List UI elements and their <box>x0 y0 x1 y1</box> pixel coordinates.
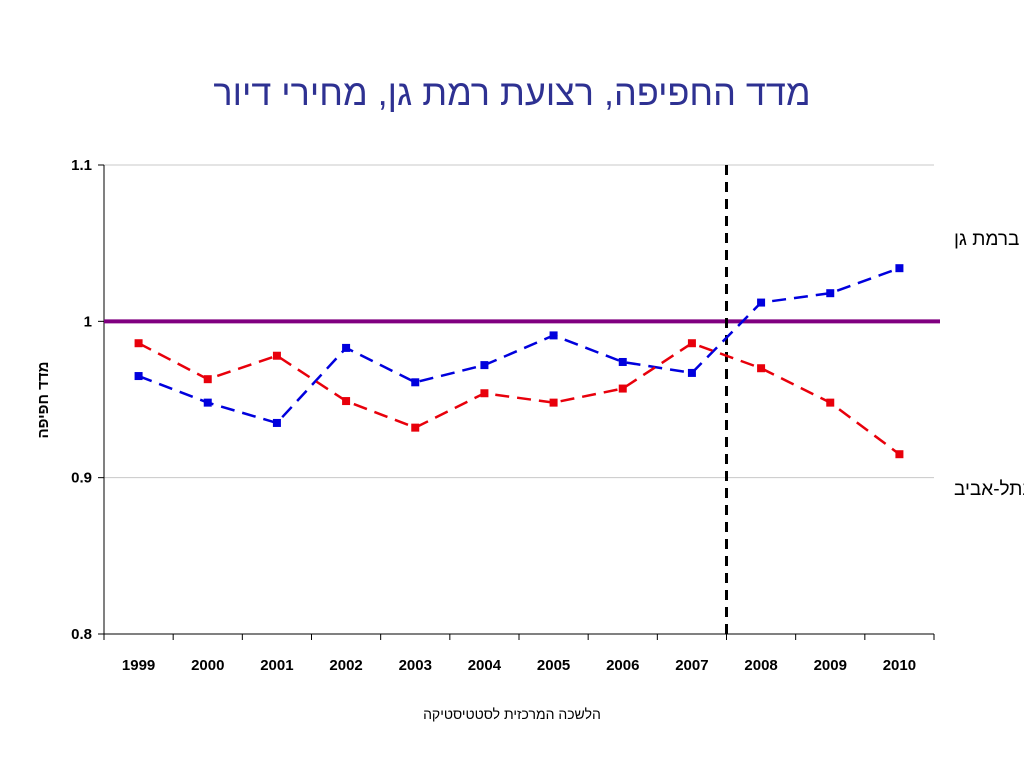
data-point <box>549 331 558 340</box>
x-tick-label: 2009 <box>814 657 847 674</box>
data-point <box>480 389 489 398</box>
y-tick-label: 1.1 <box>71 157 92 174</box>
data-point <box>272 418 281 427</box>
y-tick-label: 1 <box>84 313 92 330</box>
y-axis-ticks: 0.8 0.9 1 1.1 <box>71 157 104 643</box>
chart-title: מדד החפיפה, רצועת רמת גן, מחירי דיור <box>213 72 811 113</box>
data-point <box>895 450 904 459</box>
data-point <box>480 361 489 370</box>
x-tick-label: 2004 <box>468 657 502 674</box>
x-tick-label: 2001 <box>260 657 293 674</box>
y-tick-label: 0.9 <box>71 470 92 487</box>
series-line-0 <box>138 267 900 425</box>
data-point <box>826 398 835 407</box>
data-point <box>134 372 143 381</box>
x-tick-label: 1999 <box>122 657 155 674</box>
series-label-rg-in-tlv: רמת גן בתל-אביב <box>954 479 1024 500</box>
data-point <box>618 357 627 366</box>
y-tick-label: 0.8 <box>71 626 92 643</box>
data-point <box>411 378 420 387</box>
data-point <box>342 343 351 352</box>
x-tick-label: 2003 <box>399 657 432 674</box>
x-axis-ticks: 1999 2000 2001 2002 2003 2004 2005 2006 2007 2008… <box>103 634 935 674</box>
data-point <box>895 264 904 273</box>
data-point <box>272 351 281 360</box>
x-tick-label: 2005 <box>537 657 570 674</box>
data-point <box>203 375 212 384</box>
x-tick-label: 2007 <box>675 657 708 674</box>
series-label-tlv-in-rg: תל-אביב ברמת גן <box>954 229 1024 250</box>
source-caption: הלשכה המרכזית לסטטיסטיקה <box>423 706 601 722</box>
series-line-1 <box>138 341 901 456</box>
data-point <box>134 339 143 348</box>
data-point <box>342 397 351 406</box>
data-point <box>549 398 558 407</box>
data-point <box>687 339 696 348</box>
data-point <box>411 423 420 432</box>
x-tick-label: 2006 <box>606 657 639 674</box>
x-tick-label: 2002 <box>329 657 362 674</box>
x-tick-label: 2008 <box>744 657 777 674</box>
series-group <box>134 264 904 459</box>
axes <box>103 165 934 635</box>
data-point <box>203 398 212 407</box>
data-point <box>687 368 696 377</box>
y-axis-label: מדד חפיפה <box>35 362 52 439</box>
data-point <box>757 364 766 373</box>
data-point <box>618 384 627 393</box>
x-tick-label: 2000 <box>191 657 224 674</box>
data-point <box>826 289 835 298</box>
data-point <box>757 298 766 307</box>
x-tick-label: 2010 <box>883 657 916 674</box>
